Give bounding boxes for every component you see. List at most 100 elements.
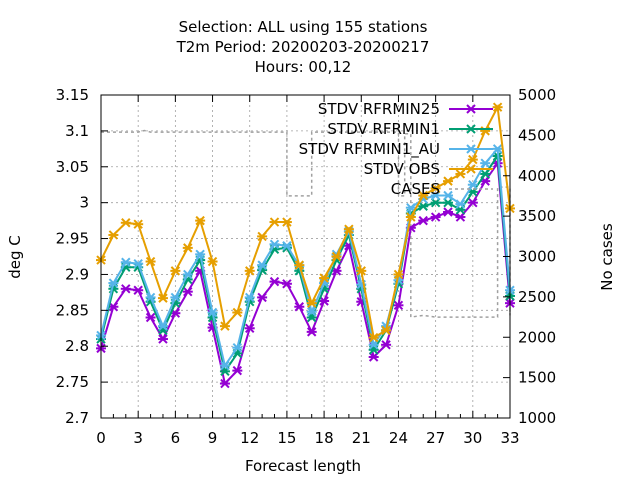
x-tick-label: 9 [208, 429, 218, 447]
y2-tick-label: 2000 [518, 328, 556, 346]
y2-tick-label: 3000 [518, 248, 556, 266]
data-point [467, 154, 478, 165]
data-point [133, 258, 144, 269]
data-point [257, 260, 268, 270]
data-point [232, 365, 243, 376]
data-point [232, 342, 243, 353]
data-point [430, 190, 441, 201]
data-point [195, 215, 206, 226]
data-point [145, 292, 156, 303]
y-tick-label: 2.85 [56, 301, 89, 319]
data-point [393, 300, 404, 311]
data-point [343, 224, 354, 234]
data-point [418, 201, 429, 211]
series-3 [96, 144, 515, 371]
data-point [430, 197, 441, 208]
data-point [418, 215, 429, 226]
cases-layer [101, 129, 511, 318]
y-tick-label: 2.9 [65, 265, 89, 283]
legend-marker [466, 104, 476, 114]
data-point [455, 169, 466, 179]
data-point [257, 231, 268, 242]
y-tick-label: 2.75 [56, 373, 89, 391]
data-point [207, 307, 218, 318]
x-tick-label: 3 [133, 429, 143, 447]
x-tick-label: 27 [426, 429, 445, 447]
data-point [269, 276, 280, 287]
data-point [492, 102, 503, 112]
legend: STDV RFRMIN25 STDV RFRMIN1 STDV RFRMIN1_AU… [299, 100, 493, 198]
y2-tick-label: 1000 [518, 409, 556, 427]
legend-label: STDV RFRMIN25 [318, 100, 440, 118]
data-point [294, 260, 305, 270]
legend-label: CASES [391, 180, 440, 198]
x-tick-label: 18 [315, 429, 334, 447]
data-point [443, 197, 454, 208]
data-point [133, 285, 144, 295]
data-point [219, 321, 230, 331]
series-line-cases [101, 129, 511, 318]
data-point [306, 327, 317, 337]
x-tick-label: 12 [240, 429, 259, 447]
data-point [480, 169, 491, 179]
data-point [443, 190, 454, 201]
legend-marker [466, 144, 476, 154]
data-point [219, 378, 230, 389]
y2-axis-label: No cases [598, 223, 616, 291]
data-point [133, 219, 144, 229]
data-point [492, 144, 503, 154]
data-point [120, 218, 131, 228]
data-point [170, 266, 181, 276]
x-axis-label: Forecast length [245, 457, 361, 475]
legend-label: STDV RFRMIN1 [327, 120, 440, 138]
y-tick-label: 3 [79, 194, 89, 212]
data-point [467, 180, 478, 190]
data-point [232, 307, 243, 318]
data-point [108, 278, 119, 288]
title-line-1: Selection: ALL using 155 stations [179, 18, 428, 36]
x-tick-label: 0 [96, 429, 106, 447]
data-point [195, 249, 206, 260]
data-point [207, 256, 218, 267]
data-point [157, 321, 168, 331]
series-1 [96, 158, 515, 389]
series-line [100, 160, 511, 386]
data-point [170, 292, 181, 303]
y-tick-label: 3.1 [65, 122, 89, 140]
data-point [244, 292, 255, 303]
y2-tick-label: 1500 [518, 369, 556, 387]
data-point [108, 230, 119, 240]
data-point [430, 183, 441, 194]
data-point [182, 286, 193, 297]
data-point [145, 256, 156, 267]
y-tick-label: 2.95 [56, 230, 89, 248]
data-point [281, 217, 292, 227]
y2-tick-label: 3500 [518, 207, 556, 225]
y2-tick-label: 4500 [518, 126, 556, 144]
data-point [393, 269, 404, 280]
axis-ticks: 0 3 6 9 12 15 18 21 24 27 30 33 2.7 2.75 2.8 2.85 2.9 2.9… [56, 86, 557, 447]
y2-tick-label: 2500 [518, 288, 556, 306]
x-tick-label: 30 [463, 429, 482, 447]
x-tick-label: 21 [352, 429, 371, 447]
title-line-2: T2m Period: 20200203-20200217 [176, 38, 430, 56]
series-line [100, 146, 511, 369]
data-point [319, 296, 330, 306]
data-point [368, 352, 379, 362]
data-point [269, 239, 280, 250]
x-tick-label: 15 [277, 429, 296, 447]
data-point [244, 323, 255, 333]
data-point [306, 307, 317, 317]
data-point [418, 190, 429, 201]
y-axis-label: deg C [6, 235, 24, 279]
series-line [100, 153, 511, 374]
legend-marker [466, 164, 476, 174]
x-tick-label: 6 [171, 429, 181, 447]
y-tick-label: 2.7 [65, 409, 89, 427]
y2-tick-label: 4000 [518, 167, 556, 185]
data-point [257, 292, 268, 303]
y-tick-label: 3.15 [56, 86, 89, 104]
data-point [455, 199, 466, 209]
data-point [182, 269, 193, 280]
